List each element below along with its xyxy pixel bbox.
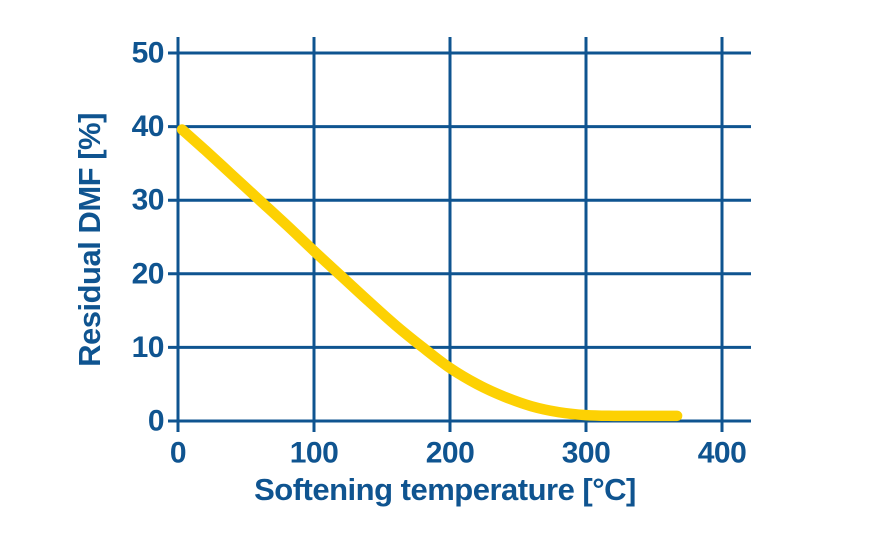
x-tick-label: 100 [290, 437, 339, 470]
x-tick-label: 400 [698, 437, 747, 470]
y-tick-label: 40 [132, 110, 164, 143]
y-tick-label: 50 [132, 37, 164, 70]
y-tick-label: 30 [132, 184, 164, 217]
y-tick-label: 10 [132, 331, 164, 364]
tick-label-layer: 0 10 20 30 40 50 0 100 200 300 400 [132, 37, 747, 470]
x-tick-label: 200 [426, 437, 475, 470]
y-axis-title: Residual DMF [%] [72, 113, 107, 367]
y-tick-label: 20 [132, 257, 164, 290]
x-tick-label: 300 [562, 437, 611, 470]
x-axis-title: Softening temperature [°C] [254, 472, 636, 507]
y-tick-label: 0 [148, 405, 164, 438]
x-tick-label: 0 [170, 437, 186, 470]
data-curve [176, 124, 683, 422]
data-curve-layer [176, 124, 683, 422]
